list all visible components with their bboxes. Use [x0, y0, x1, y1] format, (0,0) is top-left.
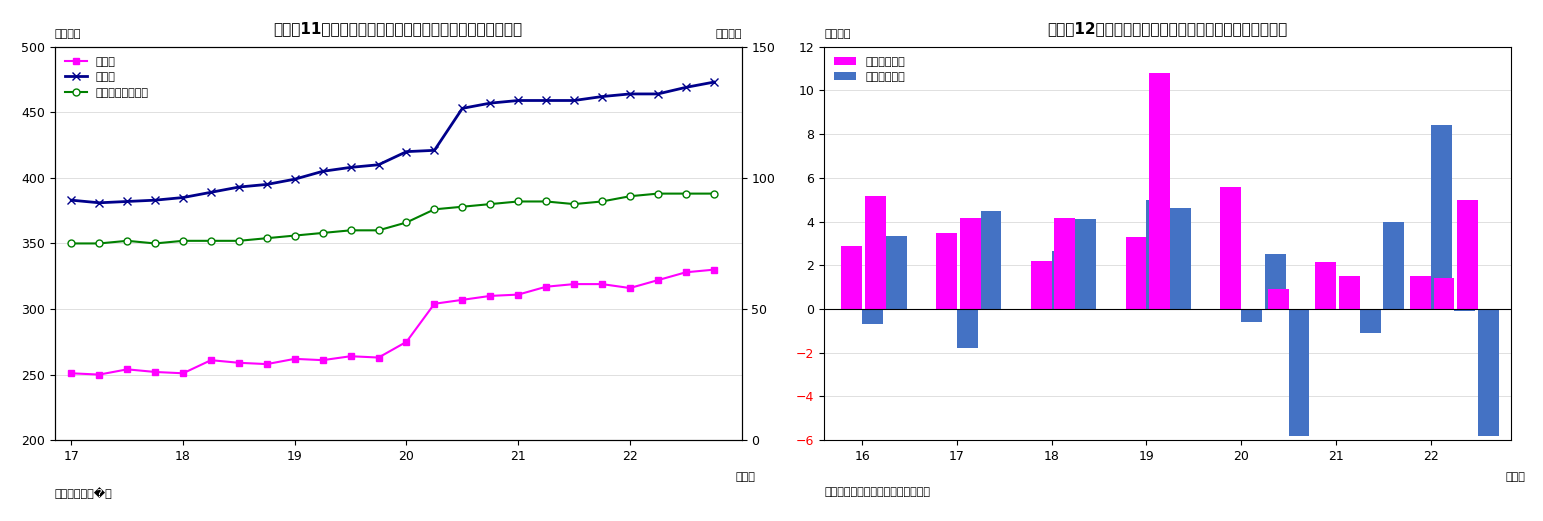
Bar	[863, 309, 883, 324]
Bar	[1430, 126, 1452, 309]
Bar	[937, 232, 957, 309]
Bar	[1054, 218, 1075, 309]
Bar	[1433, 278, 1455, 309]
Bar	[1221, 187, 1241, 309]
Bar	[1478, 309, 1498, 436]
Bar	[1052, 251, 1072, 309]
Text: （資料）日本銀行「資金循環統計」: （資料）日本銀行「資金循環統計」	[824, 487, 930, 498]
Legend: 対外直接投資, 対外証券投資: 対外直接投資, 対外証券投資	[830, 52, 909, 86]
Bar	[1268, 289, 1288, 309]
Bar	[1146, 200, 1167, 309]
Bar	[1075, 219, 1096, 309]
Bar	[1457, 200, 1478, 309]
Title: （図表11）民間非金融法人の現預金・借入・債務証券残高: （図表11）民間非金融法人の現預金・借入・債務証券残高	[273, 21, 523, 36]
Bar	[1384, 221, 1404, 309]
Bar	[1170, 208, 1191, 309]
Title: （図表12）民間非金融法人の対外投資額（資金フロー）: （図表12）民間非金融法人の対外投資額（資金フロー）	[1048, 21, 1288, 36]
Bar	[1265, 254, 1285, 309]
Text: （年）: （年）	[1504, 472, 1524, 481]
Text: （年）: （年）	[736, 472, 756, 481]
Bar	[841, 245, 863, 309]
Text: （兆円）: （兆円）	[54, 29, 82, 39]
Bar	[1241, 309, 1262, 322]
Bar	[866, 196, 886, 309]
Bar	[1125, 237, 1146, 309]
Bar	[1288, 309, 1310, 436]
Bar	[960, 218, 980, 309]
Text: （兆円）: （兆円）	[714, 29, 742, 39]
Text: （資料）日本�行: （資料）日本�行	[54, 487, 113, 499]
Bar	[980, 210, 1001, 309]
Legend: 現預金, 借入金, 債務証券（右軸）: 現預金, 借入金, 債務証券（右軸）	[60, 52, 153, 102]
Bar	[957, 309, 978, 349]
Bar	[1315, 262, 1336, 309]
Bar	[886, 236, 907, 309]
Bar	[1410, 276, 1430, 309]
Bar	[1150, 73, 1170, 309]
Bar	[1455, 309, 1475, 311]
Bar	[1339, 276, 1359, 309]
Text: （兆円）: （兆円）	[824, 29, 850, 39]
Bar	[1031, 261, 1052, 309]
Bar	[1359, 309, 1381, 333]
